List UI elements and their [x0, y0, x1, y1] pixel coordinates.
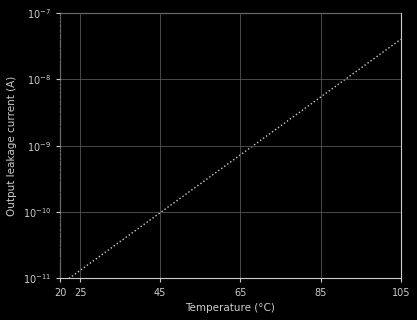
X-axis label: Temperature (°C): Temperature (°C) — [186, 303, 275, 313]
Y-axis label: Output leakage current (A): Output leakage current (A) — [7, 76, 17, 216]
